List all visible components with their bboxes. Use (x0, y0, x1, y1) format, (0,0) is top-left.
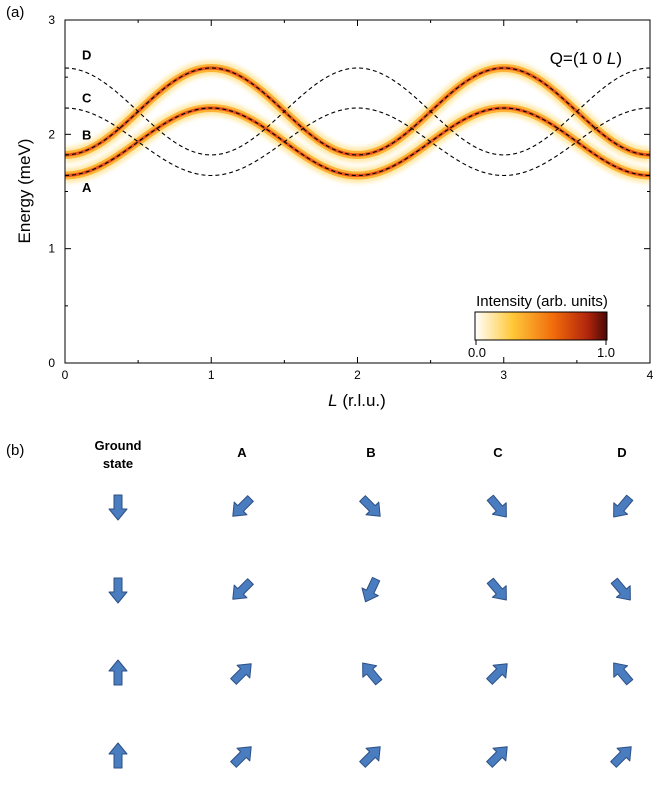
spin-header-3-line-0: C (493, 445, 503, 460)
spin-arrow-icon (232, 495, 254, 517)
axis-ticks: 0 1 2 3 4 0 1 2 3 (48, 13, 653, 382)
colorbar-gradient (474, 311, 608, 341)
spin-arrow-icon (359, 495, 381, 517)
series-d-dashed (65, 67, 650, 156)
panel-a-label: (a) (6, 4, 24, 21)
spin-arrow-icon (486, 663, 508, 685)
series-b-halo (65, 100, 650, 183)
x-tick-label: 0 (62, 368, 69, 382)
spin-arrow-grid (108, 494, 634, 769)
series-label-c: C (82, 91, 92, 106)
y-axis-label: Energy (meV) (15, 139, 34, 244)
spin-arrow-icon (108, 742, 128, 769)
spin-arrow-icon (610, 577, 631, 601)
spin-arrow-icon (232, 578, 254, 600)
spin-arrow-icon (108, 494, 128, 521)
series-label-b: B (82, 127, 91, 142)
spin-header-0-line-1: state (103, 456, 133, 471)
spin-arrow-icon (610, 746, 632, 768)
spin-arrow-icon (108, 659, 128, 686)
series-c-dashed (65, 67, 650, 156)
dispersion-curves (65, 60, 650, 183)
series-label-d: D (82, 47, 91, 62)
x-tick-label: 4 (647, 368, 654, 382)
series-d-halo (65, 60, 650, 163)
panel-b-label: (b) (6, 442, 24, 459)
spin-arrow-icon (613, 494, 634, 518)
colorbar-min-label: 0.0 (468, 345, 486, 360)
colorbar-title: Intensity (arb. units) (476, 293, 608, 310)
x-axis-label-unit: (r.l.u.) (338, 391, 386, 410)
spin-arrow-icon (486, 494, 507, 518)
spin-header-1-line-0: A (237, 445, 247, 460)
x-tick-label: 2 (354, 368, 361, 382)
x-axis-label: L (r.l.u.) (328, 391, 386, 410)
y-tick-label: 2 (48, 127, 55, 141)
spin-header-2-line-0: B (366, 445, 375, 460)
series-label-a: A (82, 180, 92, 195)
y-tick-label: 3 (48, 13, 55, 27)
x-axis-label-variable: L (328, 391, 337, 410)
spin-header-4-line-0: D (617, 445, 626, 460)
spin-arrow-icon (486, 577, 507, 601)
q-annotation-suffix: ) (616, 49, 622, 68)
colorbar: Intensity (arb. units) 0.0 1.0 (468, 293, 615, 360)
spin-table-headers: Ground state A B C D (95, 438, 627, 471)
plot-area: 0 1 2 3 4 0 1 2 3 D C B A (48, 13, 653, 382)
spin-header-0-line-0: Ground (95, 438, 142, 453)
colorbar-max-label: 1.0 (597, 345, 615, 360)
spin-arrow-icon (613, 662, 634, 686)
spin-arrow-icon (230, 746, 252, 768)
q-annotation-prefix: Q=(1 0 (550, 49, 607, 68)
spin-arrow-icon (362, 662, 383, 686)
x-tick-label: 3 (500, 368, 507, 382)
y-tick-label: 1 (48, 242, 55, 256)
series-d-core (65, 66, 650, 157)
x-tick-label: 1 (208, 368, 215, 382)
series-b-core (65, 106, 650, 178)
q-annotation: Q=(1 0 L) (550, 49, 622, 68)
spin-arrow-icon (108, 577, 128, 604)
series-a-dashed (65, 107, 650, 177)
q-annotation-variable: L (607, 49, 616, 68)
series-d-band (65, 64, 650, 159)
series-b-band (65, 104, 650, 180)
y-tick-label: 0 (48, 356, 55, 370)
spin-arrow-icon (230, 663, 252, 685)
spin-arrow-icon (361, 576, 381, 603)
spin-arrow-icon (486, 746, 508, 768)
spin-arrow-icon (359, 746, 381, 768)
series-b-dashed (65, 107, 650, 177)
series-labels: D C B A (82, 47, 92, 195)
